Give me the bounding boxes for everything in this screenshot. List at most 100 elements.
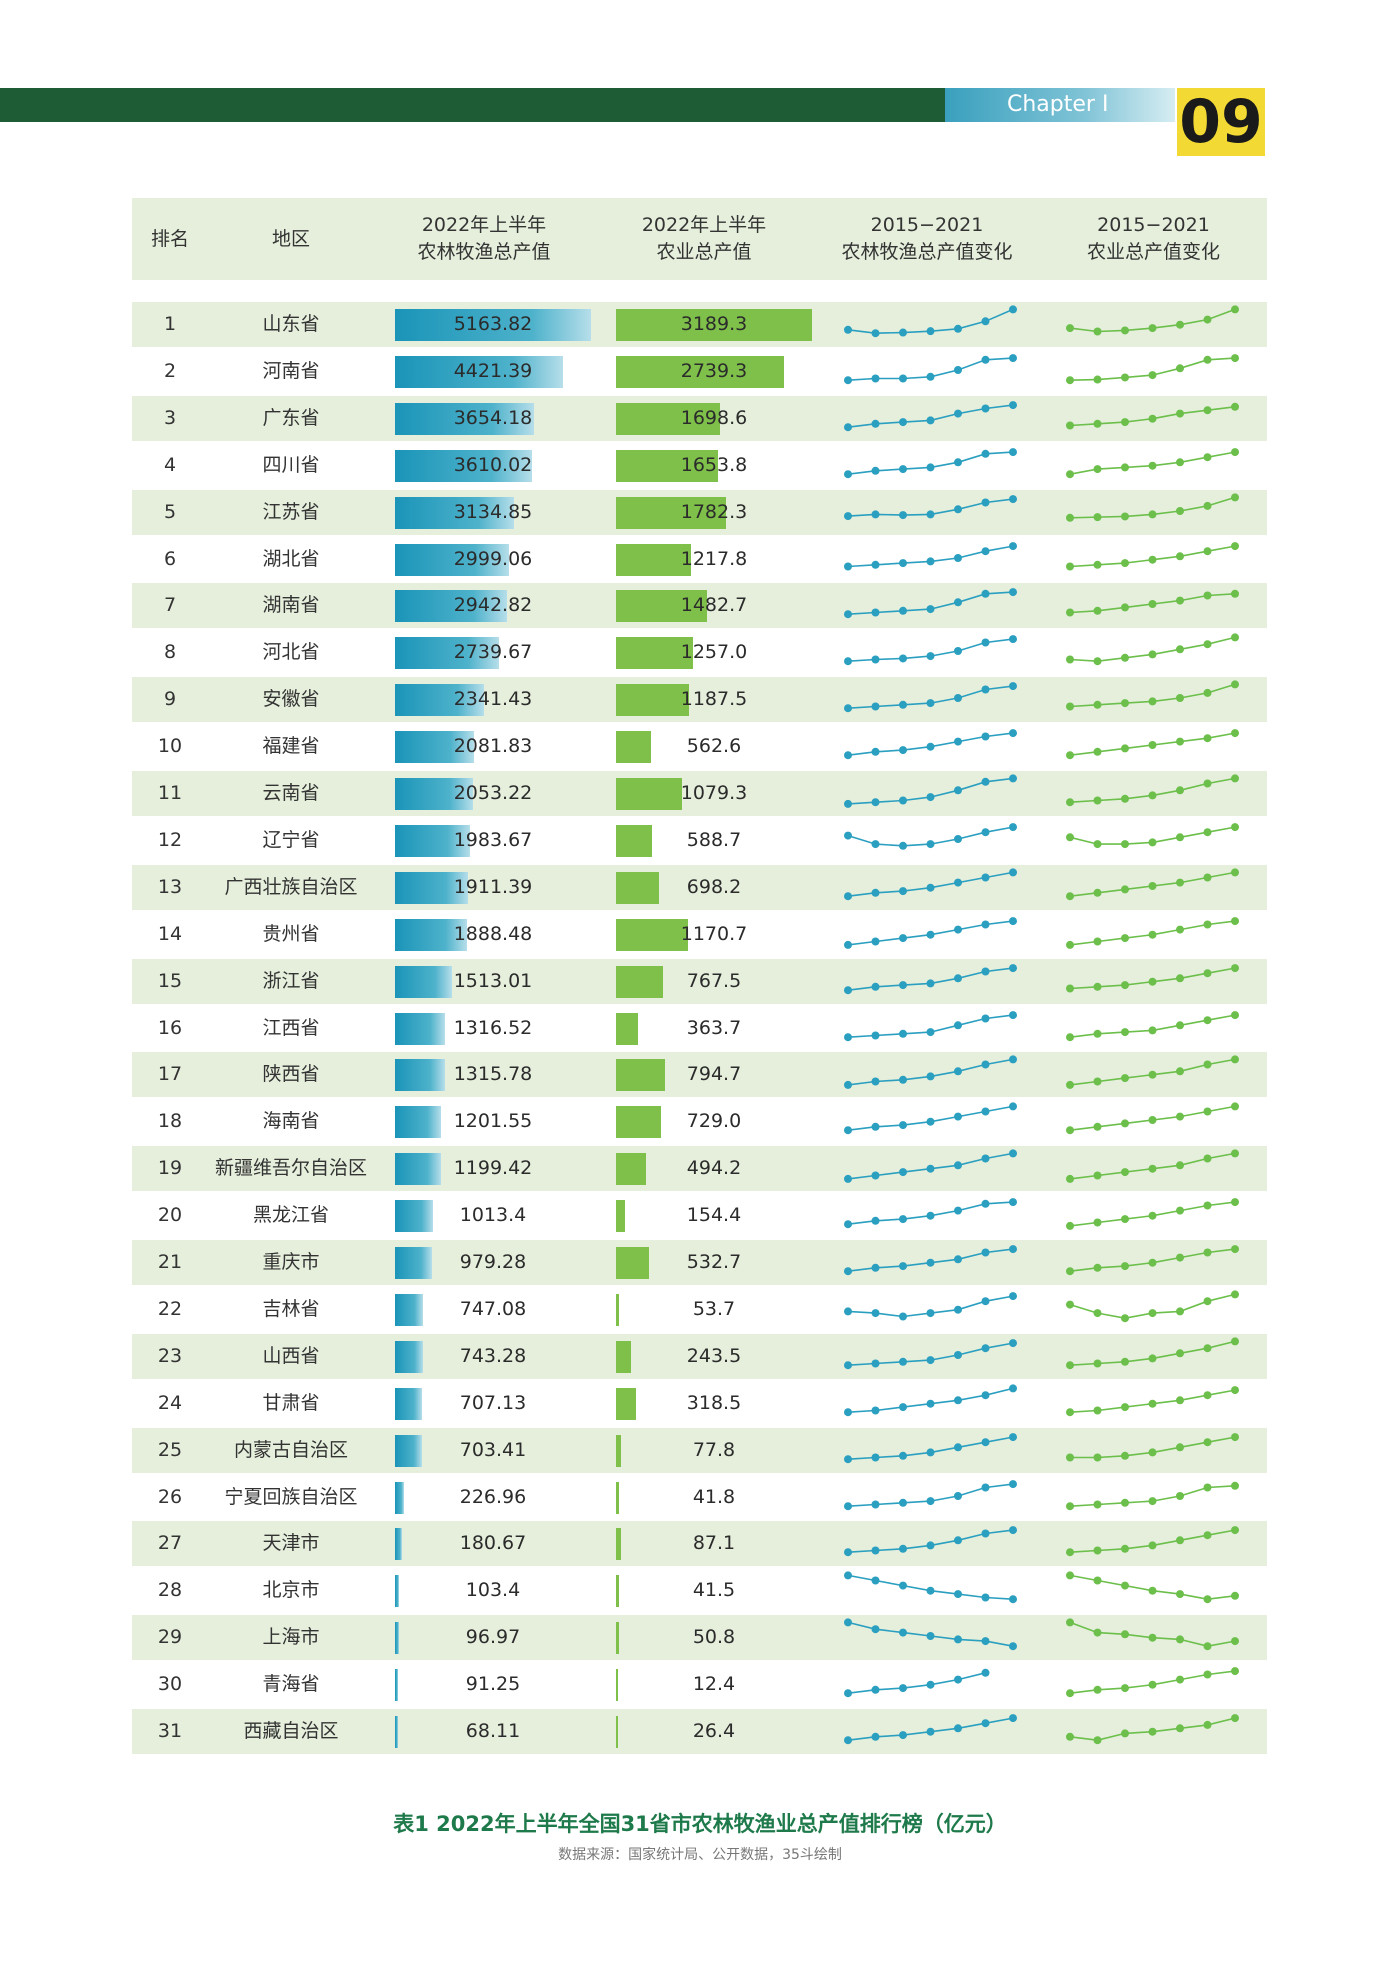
trend-point xyxy=(844,751,852,760)
total-output-value: 4421.39 xyxy=(453,359,533,382)
trend-point xyxy=(1066,562,1074,570)
trend-point xyxy=(899,374,907,383)
rank-cell: 19 xyxy=(157,1157,183,1180)
trend-point xyxy=(1009,1102,1017,1111)
total-output-value: 68.11 xyxy=(465,1720,521,1742)
trend-point xyxy=(1231,1337,1239,1346)
rank-cell: 4 xyxy=(163,453,177,476)
trend-point xyxy=(1203,779,1212,788)
trend-point xyxy=(1203,1642,1212,1651)
trend-point xyxy=(1009,1245,1017,1254)
trend-point xyxy=(1093,1308,1102,1317)
trend-point xyxy=(926,883,935,892)
trend-point xyxy=(1121,512,1129,521)
trend-point xyxy=(1203,1107,1212,1116)
region-cell: 湖南省 xyxy=(262,594,320,617)
trend-point xyxy=(1066,1267,1074,1276)
total-output-value: 1888.48 xyxy=(453,922,533,945)
total-output-bar xyxy=(395,1528,402,1561)
trend-point xyxy=(1121,839,1129,848)
trend-point xyxy=(1176,1349,1184,1358)
trend-point xyxy=(871,982,880,991)
total-output-bar xyxy=(395,402,534,435)
trend-point xyxy=(1093,419,1102,428)
trend-point xyxy=(871,1308,880,1317)
trend-point xyxy=(1093,1029,1102,1038)
total-output-trend-sparkline xyxy=(844,400,1017,431)
agri-output-bar xyxy=(616,1200,626,1233)
trend-point xyxy=(954,1305,962,1314)
trend-point xyxy=(844,422,852,431)
trend-point xyxy=(1148,1680,1157,1689)
trend-point xyxy=(1093,512,1102,521)
trend-point xyxy=(1066,798,1074,807)
trend-point xyxy=(1176,786,1184,795)
trend-point xyxy=(899,328,907,337)
trend-point xyxy=(926,1399,935,1408)
trend-point xyxy=(1203,1595,1212,1604)
rank-cell: 17 xyxy=(157,1063,183,1086)
trend-point xyxy=(954,1206,962,1215)
trend-point xyxy=(1009,635,1017,644)
trend-point xyxy=(1066,1548,1074,1557)
trend-point xyxy=(1148,930,1157,939)
agri-output-value: 77.8 xyxy=(692,1438,736,1461)
trend-point xyxy=(954,553,962,562)
rank-cell: 11 xyxy=(157,782,183,804)
col-total-trend-header: 2015−2021 农林牧渔总产值变化 xyxy=(841,214,1013,263)
trend-point xyxy=(1203,452,1212,461)
trend-point xyxy=(1093,1685,1102,1694)
total-output-bar xyxy=(395,309,591,341)
region-cell: 内蒙古自治区 xyxy=(233,1438,348,1461)
total-output-bar xyxy=(395,449,533,482)
trend-point xyxy=(1121,373,1129,382)
header-bar xyxy=(0,88,945,122)
trend-point xyxy=(1066,1453,1074,1462)
trend-point xyxy=(1066,833,1074,842)
trend-point xyxy=(844,985,852,994)
region-cell: 陕西省 xyxy=(262,1063,320,1086)
trend-point xyxy=(1231,774,1239,783)
trend-point xyxy=(1009,916,1017,925)
trend-point xyxy=(981,1199,990,1208)
rank-cell: 10 xyxy=(157,735,183,758)
agri-output-bar xyxy=(616,1153,647,1186)
total-output-bar xyxy=(395,543,509,576)
trend-point xyxy=(871,1216,880,1225)
agri-output-value: 1698.6 xyxy=(680,406,748,429)
trend-point xyxy=(1231,1637,1239,1646)
total-output-value: 1316.52 xyxy=(453,1016,533,1039)
trend-point xyxy=(1066,421,1074,430)
trend-point xyxy=(899,1628,907,1637)
trend-point xyxy=(954,1635,962,1644)
trend-point xyxy=(1176,1020,1184,1029)
region-cell: 河南省 xyxy=(262,359,320,382)
trend-point xyxy=(1121,654,1129,663)
trend-point xyxy=(871,937,880,946)
trend-point xyxy=(1148,650,1157,659)
agri-output-bar xyxy=(616,637,694,670)
total-output-trend-sparkline xyxy=(844,447,1017,478)
agri-output-trend-sparkline xyxy=(1066,447,1239,478)
trend-point xyxy=(954,1255,962,1264)
trend-point xyxy=(1176,1590,1184,1599)
agri-output-bar xyxy=(616,1247,649,1279)
trend-point xyxy=(981,449,990,458)
total-output-value: 1911.39 xyxy=(453,875,533,898)
trend-point xyxy=(1009,1432,1017,1441)
trend-point xyxy=(1203,1248,1212,1257)
agri-output-trend-sparkline xyxy=(1066,402,1239,430)
agri-output-trend-sparkline xyxy=(1066,353,1239,385)
trend-point xyxy=(1093,1736,1102,1745)
trend-point xyxy=(981,967,990,976)
trend-point xyxy=(981,1107,990,1116)
trend-point xyxy=(1093,888,1102,897)
trend-point xyxy=(926,1258,935,1267)
trend-point xyxy=(844,469,852,478)
trend-point xyxy=(1231,447,1239,456)
agri-output-bar xyxy=(616,1669,618,1702)
trend-point xyxy=(1148,977,1157,986)
trend-point xyxy=(1231,1526,1239,1535)
region-cell: 甘肃省 xyxy=(262,1391,320,1414)
trend-point xyxy=(1231,1290,1239,1299)
